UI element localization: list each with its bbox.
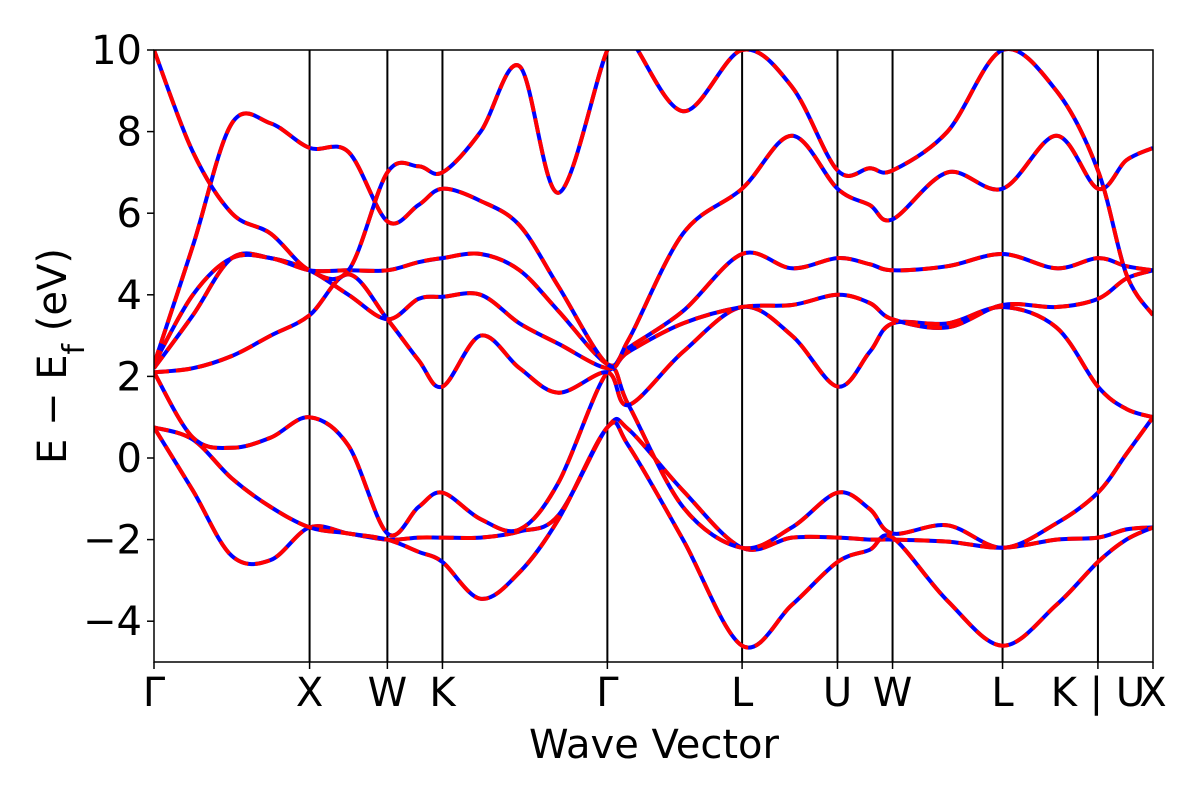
x-axis-label: Wave Vector <box>529 722 780 768</box>
x-tick-label: K <box>429 670 457 716</box>
y-axis-label: E − Ef (eV) <box>30 248 92 464</box>
band-line-red <box>154 420 1153 650</box>
x-tick-label: Γ <box>596 670 619 716</box>
y-tick-label: −4 <box>83 599 142 645</box>
band-line-red <box>154 50 1153 317</box>
y-axis-label-subscript: f <box>57 342 92 354</box>
y-tick-label: 6 <box>117 191 142 237</box>
band-line-red <box>154 111 1153 370</box>
y-tick-label: 10 <box>91 28 142 74</box>
y-tick-label: 2 <box>117 354 142 400</box>
y-axis: −4 −2 0 2 4 6 8 10 <box>83 28 154 645</box>
band-line-red <box>154 251 1153 371</box>
x-tick-label: L <box>991 670 1014 716</box>
band-line-red <box>154 366 1153 551</box>
x-tick-label: L <box>731 670 754 716</box>
high-symmetry-lines <box>308 50 1099 662</box>
y-axis-label-prefix: E − E <box>30 354 76 464</box>
x-tick-label: W <box>368 670 408 716</box>
plot-frame <box>153 49 1154 663</box>
y-tick-label: 8 <box>117 110 142 156</box>
x-tick-label: U <box>823 670 852 716</box>
x-tick-label: K | U <box>1051 670 1145 716</box>
y-tick-label: 0 <box>117 436 142 482</box>
y-tick-label: 4 <box>117 273 142 319</box>
band-lines <box>154 50 1153 650</box>
x-tick-label: W <box>873 670 913 716</box>
y-tick-label: −2 <box>83 518 142 564</box>
x-tick-label: Γ <box>143 670 166 716</box>
y-axis-label-suffix: (eV) <box>30 248 76 344</box>
x-tick-label: X <box>1139 670 1166 716</box>
x-tick-label: X <box>296 670 323 716</box>
